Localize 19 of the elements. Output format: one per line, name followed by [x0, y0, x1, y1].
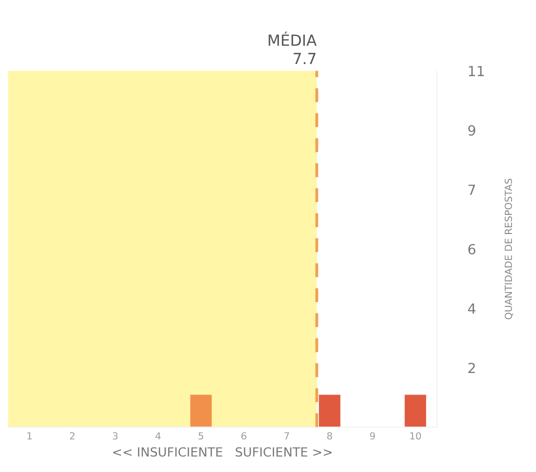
x-tick-label: 8 — [327, 432, 332, 440]
y-tick-label: 2 — [468, 362, 475, 374]
x-tick-label: 9 — [370, 432, 375, 440]
x-tick-label: 2 — [70, 432, 74, 440]
ref-line-label: MÉDIA 7.7 — [268, 32, 317, 64]
y-tick-label: 9 — [468, 125, 476, 136]
x-tick-label: 4 — [156, 432, 161, 440]
y-tick-label: 6 — [468, 244, 476, 254]
y-axis-title: QUANTIDADE DE RESPOSTAS — [504, 178, 514, 320]
y-tick-label: 11 — [468, 66, 484, 76]
x-axis-title: << INSUFICIENTE SUFICIENTE >> — [113, 447, 332, 457]
x-tick-label: 10 — [410, 432, 421, 440]
x-tick-label: 3 — [112, 432, 118, 440]
x-tick-label: 7 — [284, 432, 290, 440]
y-tick-label: 7 — [468, 184, 476, 195]
x-tick-label: 1 — [27, 432, 32, 440]
x-tick-label: 6 — [241, 432, 246, 440]
x-tick-label: 5 — [198, 432, 204, 440]
y-tick-label: 4 — [468, 304, 476, 314]
